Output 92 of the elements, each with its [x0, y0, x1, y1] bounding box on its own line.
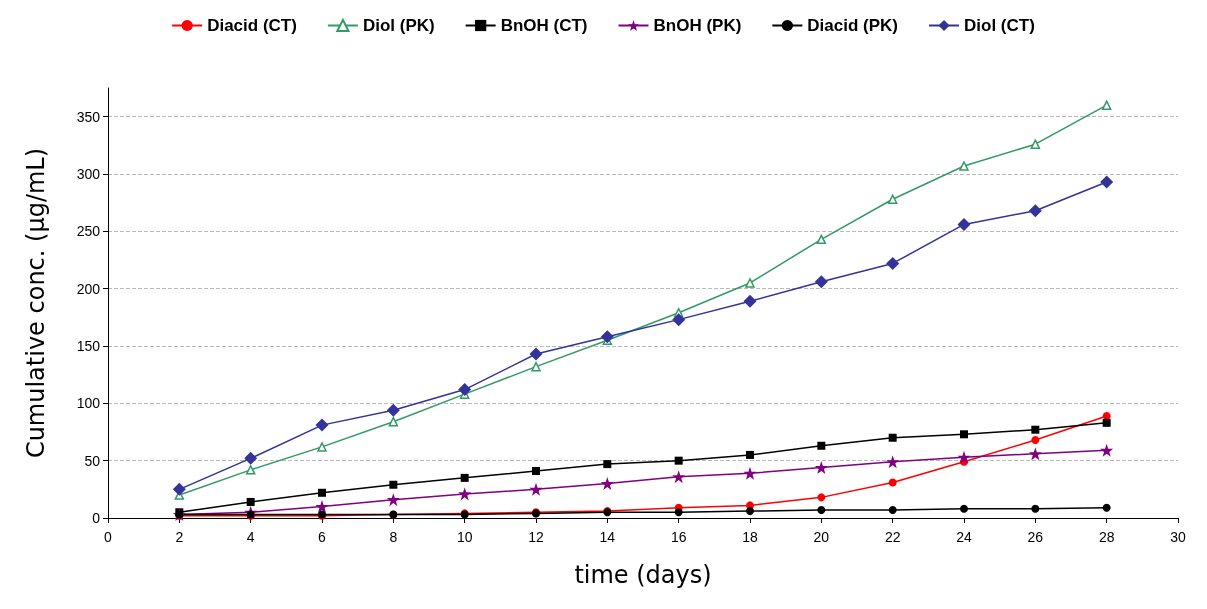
point — [672, 470, 686, 484]
point — [529, 347, 543, 361]
point — [532, 466, 540, 475]
x-tick-label: 14 — [599, 529, 616, 545]
point — [960, 430, 968, 439]
point — [817, 441, 826, 450]
point — [1100, 443, 1114, 457]
x-tick-label: 8 — [389, 529, 398, 545]
point — [817, 493, 826, 502]
point — [1031, 504, 1040, 513]
point — [886, 455, 900, 469]
x-tick-label: 10 — [456, 529, 473, 545]
point — [1030, 139, 1041, 149]
x-tick-label: 28 — [1098, 529, 1115, 545]
point — [743, 294, 757, 308]
point — [244, 451, 258, 465]
point — [529, 482, 543, 496]
x-axis-title: time (days) — [574, 561, 712, 589]
point — [886, 256, 900, 270]
legend-label: BnOH (CT) — [500, 16, 588, 35]
point — [245, 465, 256, 475]
point — [814, 461, 828, 475]
x-tick-label: 18 — [742, 529, 758, 545]
point — [386, 493, 400, 507]
point — [674, 456, 683, 465]
point — [816, 234, 827, 245]
point — [672, 313, 686, 327]
legend-label: BnOH (PK) — [653, 16, 742, 35]
x-tick-label: 12 — [528, 529, 544, 545]
y-tick-label: 0 — [92, 510, 101, 526]
point — [960, 504, 968, 513]
point — [315, 418, 329, 432]
x-tick-label: 20 — [813, 529, 830, 545]
point — [1101, 100, 1112, 110]
point — [460, 473, 469, 482]
x-tick-label: 4 — [246, 529, 255, 545]
point — [1028, 204, 1042, 218]
legend-label: Diol (PK) — [362, 16, 435, 35]
x-tick-label: 2 — [175, 529, 184, 545]
point — [458, 383, 472, 397]
point — [246, 497, 255, 506]
point — [172, 482, 186, 496]
legend-label: Diacid (PK) — [807, 16, 899, 35]
point — [1102, 503, 1111, 512]
point — [600, 330, 614, 344]
point — [817, 505, 826, 514]
point — [389, 480, 398, 489]
point — [887, 194, 898, 204]
y-tick-label: 300 — [76, 166, 101, 182]
x-tick-label: 30 — [1170, 529, 1186, 545]
point — [674, 508, 683, 517]
point — [317, 442, 327, 452]
point — [1102, 411, 1111, 420]
point — [1028, 447, 1042, 461]
point — [957, 217, 971, 231]
x-tick-label: 6 — [318, 529, 327, 545]
y-tick-label: 150 — [76, 338, 101, 354]
point — [1031, 436, 1040, 445]
y-tick-label: 100 — [76, 395, 101, 412]
x-tick-label: 24 — [956, 529, 972, 545]
point — [1031, 425, 1040, 434]
legend-label: Diol (CT) — [964, 16, 1035, 35]
x-tick-label: 22 — [884, 529, 901, 545]
point — [600, 477, 614, 491]
y-tick-label: 200 — [76, 280, 101, 297]
y-tick-label: 50 — [84, 452, 101, 469]
point — [743, 466, 757, 480]
x-tick-label: 16 — [670, 529, 687, 545]
point — [458, 487, 472, 501]
point — [388, 416, 399, 427]
point — [888, 478, 897, 487]
point — [318, 488, 326, 497]
point — [1102, 418, 1111, 427]
legend-label: Diacid (CT) — [207, 16, 297, 35]
point — [745, 278, 755, 288]
point — [746, 507, 754, 516]
point — [315, 500, 329, 514]
x-tick-label: 26 — [1027, 529, 1044, 545]
point — [957, 450, 971, 464]
y-axis-title: Cumulative conc. (µg/mL) — [22, 147, 50, 459]
point — [959, 161, 969, 171]
point — [603, 460, 612, 469]
point — [386, 403, 400, 417]
point — [531, 361, 541, 372]
point — [888, 433, 897, 442]
point — [746, 450, 754, 459]
x-tick-label: 0 — [104, 529, 113, 545]
y-tick-label: 350 — [76, 108, 101, 125]
point — [814, 275, 828, 289]
point — [1100, 175, 1114, 189]
y-tick-label: 250 — [76, 223, 101, 240]
point — [888, 505, 897, 514]
